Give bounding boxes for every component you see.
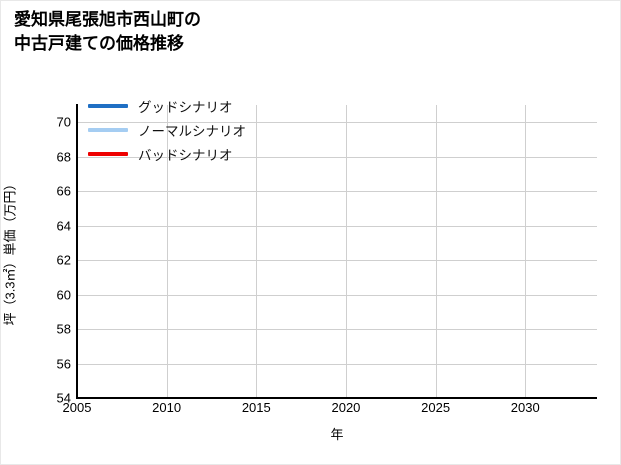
legend-item-normal: ノーマルシナリオ xyxy=(88,118,246,142)
y-tick-label: 56 xyxy=(56,356,71,372)
legend-item-bad: バッドシナリオ xyxy=(88,142,246,166)
gridline-vertical xyxy=(256,105,258,398)
gridline-horizontal xyxy=(77,363,597,365)
legend-swatch-good xyxy=(88,104,128,108)
y-tick-label: 66 xyxy=(56,183,71,199)
gridline-horizontal xyxy=(77,260,597,262)
legend-swatch-bad xyxy=(88,152,128,156)
gridline-horizontal xyxy=(77,122,597,124)
y-tick-label: 70 xyxy=(56,114,71,130)
legend-item-good: グッドシナリオ xyxy=(88,94,246,118)
y-tick-label: 64 xyxy=(56,218,71,234)
y-tick-label: 60 xyxy=(56,287,71,303)
legend-swatch-normal xyxy=(88,128,128,132)
gridline-vertical xyxy=(435,105,437,398)
y-tick-label: 62 xyxy=(56,252,71,268)
x-axis-line xyxy=(76,397,597,399)
y-axis-line xyxy=(76,104,78,399)
legend-label-good: グッドシナリオ xyxy=(138,100,233,115)
x-tick-label: 2025 xyxy=(421,400,451,415)
y-axis-label: 坪（3.3㎡）単価（万円） xyxy=(0,105,20,398)
gridline-horizontal xyxy=(77,225,597,227)
chart-legend: グッドシナリオ ノーマルシナリオ バッドシナリオ xyxy=(88,94,246,166)
gridline-vertical xyxy=(166,105,168,398)
gridline-vertical xyxy=(525,105,527,398)
x-tick-label: 2030 xyxy=(510,400,540,415)
legend-label-normal: ノーマルシナリオ xyxy=(138,124,246,139)
x-tick-label: 2005 xyxy=(62,400,92,415)
y-tick-label: 58 xyxy=(56,321,71,337)
gridline-horizontal xyxy=(77,156,597,158)
x-axis-label: 年 xyxy=(330,427,344,442)
y-tick-label: 68 xyxy=(56,149,71,165)
plot-background xyxy=(77,105,597,398)
x-tick-label: 2010 xyxy=(152,400,182,415)
y-tick-label: 54 xyxy=(56,390,71,406)
gridline-horizontal xyxy=(77,294,597,296)
x-tick-label: 2020 xyxy=(331,400,361,415)
gridline-horizontal xyxy=(77,191,597,193)
chart-title: 愛知県尾張旭市西山町の 中古戸建ての価格推移 xyxy=(14,10,201,54)
legend-label-bad: バッドシナリオ xyxy=(138,148,233,163)
plot-area xyxy=(77,105,597,399)
gridline-horizontal xyxy=(77,329,597,331)
y-axis-label-text: 坪（3.3㎡）単価（万円） xyxy=(2,177,18,326)
x-tick-label: 2015 xyxy=(241,400,271,415)
gridline-vertical xyxy=(345,105,347,398)
